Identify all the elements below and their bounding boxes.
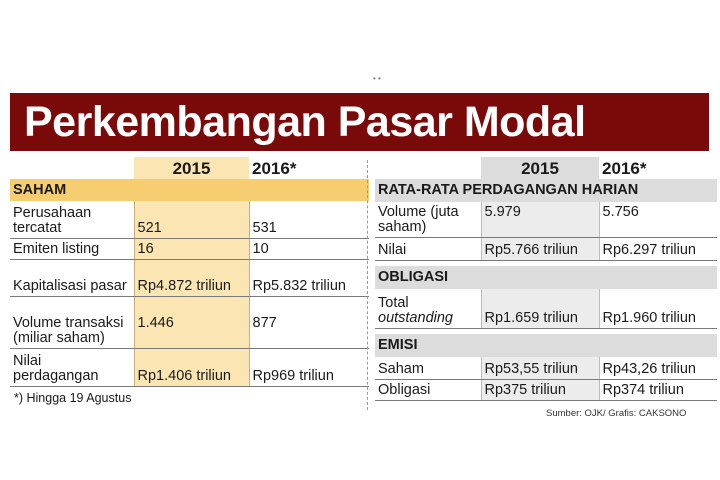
value-2015: 1.446 xyxy=(133,296,249,349)
row-label: Obligasi xyxy=(375,379,481,401)
row-label-a: Total xyxy=(378,295,409,311)
value-2016: Rp43,26 triliun xyxy=(598,357,717,380)
right-year-2016: 2016* xyxy=(602,158,647,178)
section-saham: SAHAM xyxy=(10,179,369,201)
value-2015: Rp53,55 triliun xyxy=(480,357,599,380)
table-row: Emiten listing 16 10 xyxy=(10,238,369,260)
section-saham-label: SAHAM xyxy=(10,179,134,201)
table-row: Saham Rp53,55 triliun Rp43,26 triliun xyxy=(375,357,717,380)
row-label: Emiten listing xyxy=(10,238,134,260)
row-label: Nilai perdagangan xyxy=(10,348,134,387)
table-row: Total outstanding Rp1.659 triliun Rp1.960… xyxy=(375,289,717,329)
table-row: Nilai Rp5.766 triliun Rp6.297 triliun xyxy=(375,237,717,261)
row-label: Perusahaan tercatat xyxy=(10,201,134,239)
table-row: Volume (juta saham) 5.979 5.756 xyxy=(375,202,717,238)
value-2016: Rp6.297 triliun xyxy=(598,237,717,261)
row-label: Total outstanding xyxy=(375,289,481,329)
right-year-2015: 2015 xyxy=(481,157,599,179)
value-2016: 5.756 xyxy=(598,202,717,238)
row-label-b: outstanding xyxy=(378,310,453,326)
row-label: Nilai xyxy=(375,237,481,261)
section-emisi: EMISI xyxy=(375,334,717,357)
page-title: Perkembangan Pasar Modal xyxy=(24,98,586,146)
section-emisi-label: EMISI xyxy=(375,334,481,357)
value-2016: 877 xyxy=(248,296,369,349)
value-2015: Rp5.766 triliun xyxy=(480,237,599,261)
title-banner: Perkembangan Pasar Modal xyxy=(10,93,709,151)
value-2015: 5.979 xyxy=(480,202,599,238)
saham-table: 2015 2016* SAHAM Perusahaan tercatat 521… xyxy=(10,157,369,387)
right-header-blank xyxy=(375,157,481,179)
table-row: Obligasi Rp375 triliun Rp374 triliun xyxy=(375,379,717,401)
footnote: *) Hingga 19 Agustus xyxy=(14,391,132,405)
column-divider xyxy=(367,160,368,410)
value-2015: Rp375 triliun xyxy=(480,379,599,401)
value-2016: 10 xyxy=(248,238,369,260)
section-obligasi-label: OBLIGASI xyxy=(375,266,481,289)
left-year-2015: 2015 xyxy=(134,157,249,179)
row-label: Saham xyxy=(375,357,481,380)
perdagangan-obligasi-table: 2015 2016* RATA-RATA PERDAGANGAN HARIAN … xyxy=(375,157,717,401)
table-row: Volume transaksi (miliar saham) 1.446 87… xyxy=(10,296,369,349)
value-2016: Rp374 triliun xyxy=(598,379,717,401)
left-header-row: 2015 2016* xyxy=(10,157,369,179)
left-year-2016: 2016* xyxy=(252,158,297,178)
value-2015: 16 xyxy=(133,238,249,260)
value-2016: Rp1.960 triliun xyxy=(598,289,717,329)
section-obligasi: OBLIGASI xyxy=(375,266,717,289)
left-header-blank xyxy=(10,157,134,179)
source-credit: Sumber: OJK/ Grafis: CAKSONO xyxy=(546,408,687,419)
decorative-dots: • • xyxy=(373,74,381,83)
value-2015: Rp4.872 triliun xyxy=(133,259,249,297)
value-2016: Rp5.832 triliun xyxy=(248,259,369,297)
row-label: Volume (juta saham) xyxy=(375,202,481,238)
table-row: Perusahaan tercatat 521 531 xyxy=(10,201,369,239)
row-label: Kapitalisasi pasar xyxy=(10,259,134,297)
right-header-row: 2015 2016* xyxy=(375,157,717,179)
value-2015: Rp1.406 triliun xyxy=(133,348,249,387)
table-row: Kapitalisasi pasar Rp4.872 triliun Rp5.8… xyxy=(10,259,369,297)
table-row: Nilai perdagangan Rp1.406 triliun Rp969 … xyxy=(10,348,369,387)
value-2016: 531 xyxy=(248,201,369,239)
section-rata-rata: RATA-RATA PERDAGANGAN HARIAN xyxy=(375,179,717,202)
value-2015: Rp1.659 triliun xyxy=(480,289,599,329)
value-2015: 521 xyxy=(133,201,249,239)
section-rata-rata-label: RATA-RATA PERDAGANGAN HARIAN xyxy=(375,179,717,202)
value-2016: Rp969 triliun xyxy=(248,348,369,387)
row-label: Volume transaksi (miliar saham) xyxy=(10,296,134,349)
